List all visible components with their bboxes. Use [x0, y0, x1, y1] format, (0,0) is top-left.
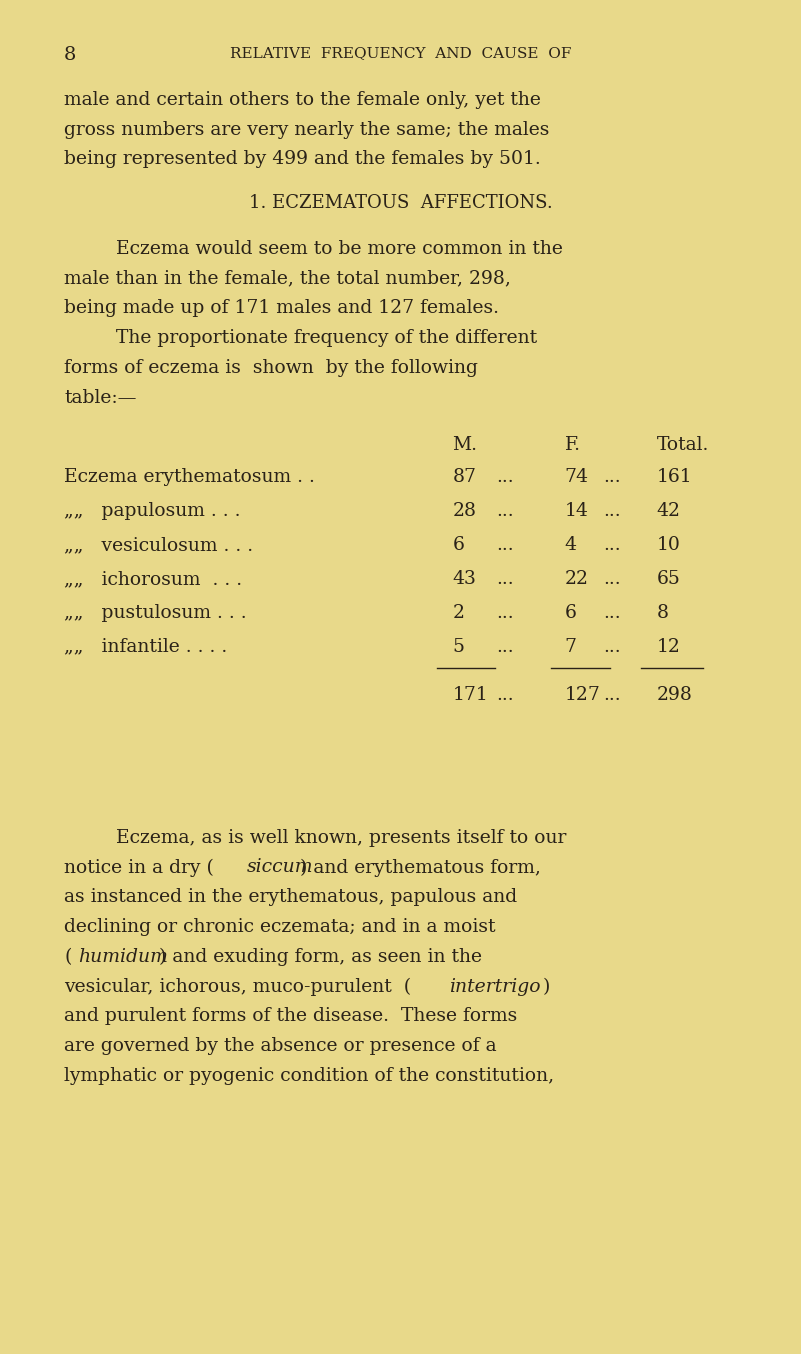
Text: 12: 12	[657, 638, 681, 655]
Text: 28: 28	[453, 502, 477, 520]
Text: ...: ...	[603, 502, 621, 520]
Text: Eczema would seem to be more common in the: Eczema would seem to be more common in t…	[116, 240, 563, 257]
Text: ...: ...	[497, 468, 514, 486]
Text: table:—: table:—	[64, 389, 137, 406]
Text: ...: ...	[603, 570, 621, 588]
Text: male than in the female, the total number, 298,: male than in the female, the total numbe…	[64, 269, 511, 287]
Text: humidum: humidum	[78, 948, 167, 965]
Text: 7: 7	[565, 638, 577, 655]
Text: ...: ...	[603, 468, 621, 486]
Text: ...: ...	[603, 536, 621, 554]
Text: 298: 298	[657, 686, 693, 704]
Text: ...: ...	[497, 686, 514, 704]
Text: RELATIVE  FREQUENCY  AND  CAUSE  OF: RELATIVE FREQUENCY AND CAUSE OF	[230, 46, 571, 60]
Text: ...: ...	[497, 536, 514, 554]
Text: ...: ...	[497, 570, 514, 588]
Text: ...: ...	[497, 638, 514, 655]
Text: vesicular, ichorous, muco-purulent  (: vesicular, ichorous, muco-purulent (	[64, 978, 411, 995]
Text: Eczema, as is well known, presents itself to our: Eczema, as is well known, presents itsel…	[116, 829, 566, 846]
Text: siccum: siccum	[247, 858, 313, 876]
Text: ...: ...	[603, 638, 621, 655]
Text: male and certain others to the female only, yet the: male and certain others to the female on…	[64, 91, 541, 108]
Text: are governed by the absence or presence of a: are governed by the absence or presence …	[64, 1037, 497, 1055]
Text: 5: 5	[453, 638, 465, 655]
Text: 171: 171	[453, 686, 489, 704]
Text: 42: 42	[657, 502, 681, 520]
Text: ...: ...	[497, 604, 514, 621]
Text: 8: 8	[657, 604, 669, 621]
Text: Eczema erythematosum . .: Eczema erythematosum . .	[64, 468, 315, 486]
Text: Total.: Total.	[657, 436, 709, 454]
Text: The proportionate frequency of the different: The proportionate frequency of the diffe…	[116, 329, 537, 347]
Text: „„   pustulosum . . .: „„ pustulosum . . .	[64, 604, 247, 621]
Text: ...: ...	[497, 502, 514, 520]
Text: „„   ichorosum  . . .: „„ ichorosum . . .	[64, 570, 242, 588]
Text: ...: ...	[603, 604, 621, 621]
Text: 1. ECZEMATOUS  AFFECTIONS.: 1. ECZEMATOUS AFFECTIONS.	[248, 194, 553, 211]
Text: and purulent forms of the disease.  These forms: and purulent forms of the disease. These…	[64, 1007, 517, 1025]
Text: 4: 4	[565, 536, 577, 554]
Text: declining or chronic eczemata; and in a moist: declining or chronic eczemata; and in a …	[64, 918, 496, 936]
Text: 87: 87	[453, 468, 477, 486]
Text: 2: 2	[453, 604, 465, 621]
Text: 6: 6	[565, 604, 577, 621]
Text: „„   infantile . . . .: „„ infantile . . . .	[64, 638, 227, 655]
Text: F.: F.	[565, 436, 581, 454]
Text: „„   papulosum . . .: „„ papulosum . . .	[64, 502, 240, 520]
Text: ...: ...	[603, 686, 621, 704]
Text: ) and exuding form, as seen in the: ) and exuding form, as seen in the	[159, 948, 481, 965]
Text: 10: 10	[657, 536, 681, 554]
Text: 6: 6	[453, 536, 465, 554]
Text: being made up of 171 males and 127 females.: being made up of 171 males and 127 femal…	[64, 299, 499, 317]
Text: 65: 65	[657, 570, 681, 588]
Text: lymphatic or pyogenic condition of the constitution,: lymphatic or pyogenic condition of the c…	[64, 1067, 554, 1085]
Text: as instanced in the erythematous, papulous and: as instanced in the erythematous, papulo…	[64, 888, 517, 906]
Text: ) and erythematous form,: ) and erythematous form,	[300, 858, 541, 876]
Text: 14: 14	[565, 502, 589, 520]
Text: „„   vesiculosum . . .: „„ vesiculosum . . .	[64, 536, 253, 554]
Text: gross numbers are very nearly the same; the males: gross numbers are very nearly the same; …	[64, 121, 549, 138]
Text: 43: 43	[453, 570, 477, 588]
Text: 8: 8	[64, 46, 76, 64]
Text: ): )	[543, 978, 550, 995]
Text: 22: 22	[565, 570, 589, 588]
Text: 161: 161	[657, 468, 692, 486]
Text: M.: M.	[453, 436, 477, 454]
Text: (: (	[64, 948, 71, 965]
Text: being represented by 499 and the females by 501.: being represented by 499 and the females…	[64, 150, 541, 168]
Text: notice in a dry (: notice in a dry (	[64, 858, 214, 876]
Text: forms of eczema is  shown  by the following: forms of eczema is shown by the followin…	[64, 359, 478, 376]
Text: 127: 127	[565, 686, 601, 704]
Text: intertrigo: intertrigo	[449, 978, 540, 995]
Text: 74: 74	[565, 468, 589, 486]
